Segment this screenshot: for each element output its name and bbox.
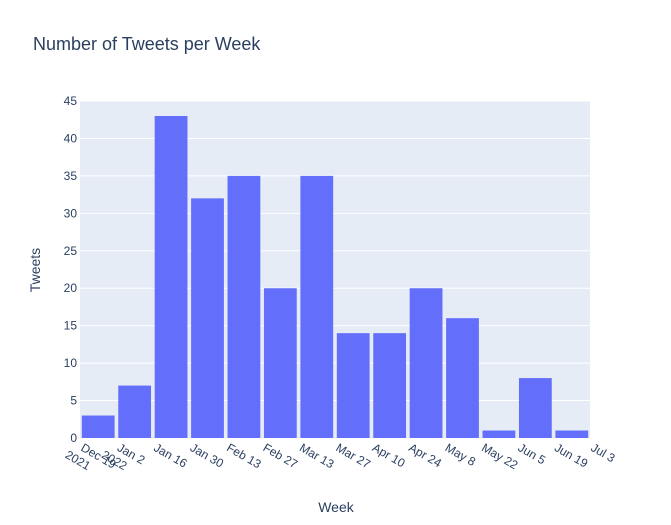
y-tick-label: 35 xyxy=(64,169,78,183)
y-tick-label: 5 xyxy=(70,394,77,408)
y-tick-label: 25 xyxy=(64,244,78,258)
y-tick-label: 20 xyxy=(64,281,78,295)
y-tick-label: 30 xyxy=(64,206,78,220)
x-tick-label: May 22 xyxy=(479,440,520,472)
x-tick-label-line1: Feb 13 xyxy=(224,440,264,471)
bar xyxy=(154,115,188,438)
x-tick-label: Jan 30 xyxy=(188,440,226,470)
x-tick-label: Jul 3 xyxy=(589,440,618,465)
bar xyxy=(81,415,115,438)
x-tick-label-line1: Jun 19 xyxy=(552,440,590,470)
bar xyxy=(373,333,407,438)
y-axis-title: Tweets xyxy=(27,248,43,292)
y-tick-label: 40 xyxy=(64,131,78,145)
bar xyxy=(227,175,261,438)
bar xyxy=(482,430,516,438)
x-tick-label-line1: May 8 xyxy=(443,440,479,469)
x-tick-label-line1: May 22 xyxy=(479,440,520,472)
bar xyxy=(118,385,152,438)
x-tick-label: May 8 xyxy=(443,440,479,469)
x-tick-label-line1: Jan 30 xyxy=(188,440,226,470)
bars xyxy=(81,115,589,438)
y-tick-label: 45 xyxy=(64,94,78,108)
y-axis-ticks: 0 5 10 15 20 25 30 35 40 45 xyxy=(64,94,78,445)
chart-title: Number of Tweets per Week xyxy=(33,34,261,54)
x-tick-label: Mar 27 xyxy=(334,440,374,471)
bar xyxy=(518,378,552,438)
x-tick-label-line1: Feb 27 xyxy=(261,440,301,471)
x-tick-label: Jan 16 xyxy=(151,440,189,470)
y-tick-label: 10 xyxy=(64,356,78,370)
x-tick-label: Mar 13 xyxy=(297,440,337,471)
x-tick-label-line1: Jul 3 xyxy=(589,440,618,465)
x-tick-label: Jun 5 xyxy=(516,440,549,467)
x-tick-label-line1: Apr 10 xyxy=(370,440,408,470)
x-tick-label: Feb 13 xyxy=(224,440,264,471)
x-tick-label-line1: Mar 27 xyxy=(334,440,374,471)
bar xyxy=(263,288,297,438)
x-tick-label-line1: Mar 13 xyxy=(297,440,337,471)
y-tick-label: 15 xyxy=(64,319,78,333)
x-tick-label-line1: Jan 16 xyxy=(151,440,189,470)
bar xyxy=(300,175,334,438)
bar xyxy=(336,333,370,438)
y-tick-label: 0 xyxy=(70,431,77,445)
x-tick-label-line1: Apr 24 xyxy=(406,440,444,470)
x-tick-label: Jun 19 xyxy=(552,440,590,470)
x-tick-label: Feb 27 xyxy=(261,440,301,471)
bar xyxy=(446,318,479,438)
bar xyxy=(409,288,443,438)
bar xyxy=(555,430,589,438)
x-tick-label-line1: Jun 5 xyxy=(516,440,549,467)
x-tick-label: Apr 10 xyxy=(370,440,408,470)
bar xyxy=(191,198,224,438)
x-tick-label: Apr 24 xyxy=(406,440,444,470)
x-axis-title: Week xyxy=(318,499,355,515)
